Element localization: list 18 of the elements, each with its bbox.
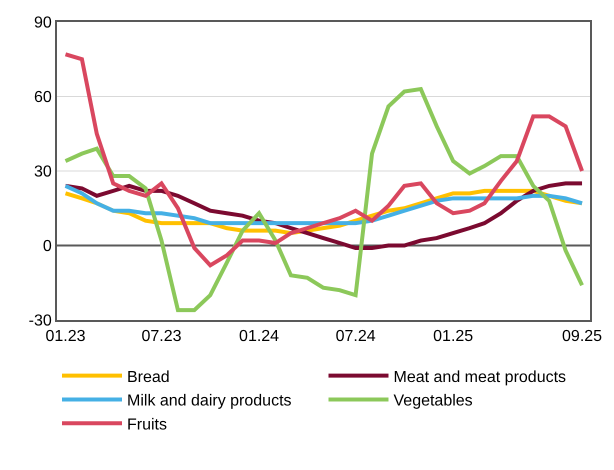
y-tick-label: 0	[42, 238, 52, 256]
x-tick-label: 01.25	[433, 328, 474, 346]
y-tick-label: 90	[34, 14, 52, 32]
y-tick-label: 60	[34, 89, 52, 106]
y-tick-label: 30	[34, 164, 52, 181]
legend-label: Vegetables	[394, 392, 473, 410]
x-tick-label: 09.25	[562, 328, 602, 346]
legend-label: Bread	[127, 368, 170, 386]
legend-label: Fruits	[127, 416, 167, 434]
y-tick-label: -30	[28, 312, 52, 330]
legend-label: Milk and dairy products	[127, 392, 292, 410]
x-tick-label: 01.23	[45, 328, 86, 346]
line-series	[63, 52, 584, 268]
x-tick-label: 07.24	[336, 328, 376, 346]
legend-label: Meat and meat products	[394, 368, 566, 386]
x-tick-label: 01.24	[239, 328, 280, 346]
line-series	[63, 87, 584, 312]
x-tick-label: 07.23	[141, 328, 182, 346]
